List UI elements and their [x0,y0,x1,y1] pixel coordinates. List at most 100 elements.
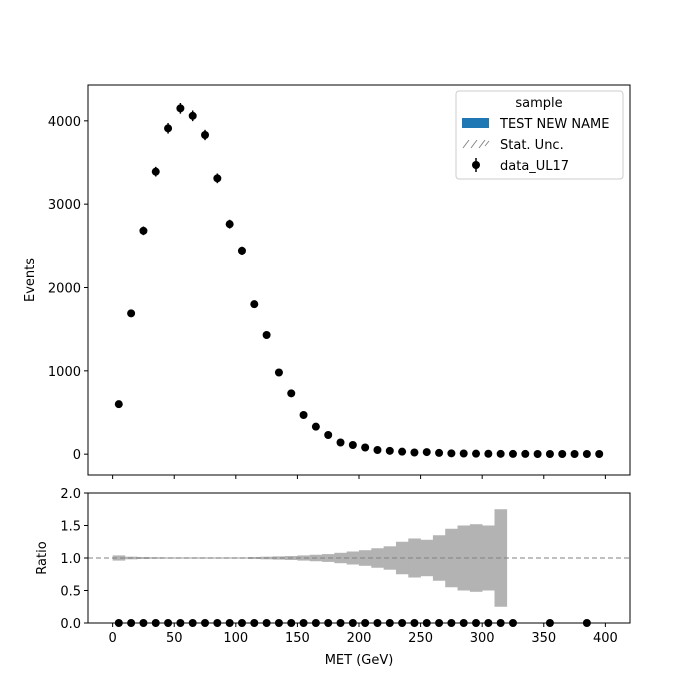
data-marker [570,450,579,458]
legend-label-stat-unc: Stat. Unc. [500,138,564,153]
data-marker [459,449,468,458]
y-tick-label: 1000 [48,365,81,380]
data-point [533,450,542,458]
data-marker [299,411,308,419]
main-y-axis-label: Events [23,258,38,302]
data-point [447,449,456,458]
data-marker [508,449,517,458]
main-panel: 0 1000 2000 3000 4000 Events [23,84,631,479]
x-tick-label: 350 [531,631,556,646]
data-point [139,226,148,236]
uncertainty-bin [223,557,237,559]
uncertainty-bin [137,557,150,559]
data-marker [262,331,271,339]
data-marker [336,438,345,447]
y-tick-label: 0.0 [60,617,81,632]
uncertainty-bin [457,525,471,591]
y-tick-label: 3000 [48,198,81,213]
data-marker [521,449,530,458]
data-point [398,447,407,456]
data-point [422,448,431,457]
data-marker [311,422,320,431]
data-marker [201,131,210,139]
legend-label-data-ul17: data_UL17 [500,159,569,174]
data-marker [582,450,591,458]
data-point [225,219,234,229]
data-point [558,450,567,458]
data-point [508,449,517,458]
data-marker [435,448,444,457]
data-point [582,450,591,458]
x-tick-label: 300 [470,631,495,646]
uncertainty-bin [432,535,446,581]
data-point [496,449,505,458]
y-tick-label: 4000 [48,115,81,130]
data-marker [447,449,456,458]
data-marker [324,431,333,439]
data-point [250,300,259,309]
y-tick-label: 0 [73,448,81,463]
main-x-ticks [112,475,606,479]
data-point [287,389,296,398]
data-marker [496,449,505,458]
data-point [213,173,222,184]
uncertainty-bin [408,538,421,578]
data-marker [595,450,604,458]
data-point [410,448,419,457]
data-point [299,411,308,419]
data-marker [250,300,259,309]
data-marker [348,441,357,449]
data-point [188,110,197,122]
data-point [361,443,370,452]
data-point [435,448,444,457]
ratio-x-ticks: 0 50 100 150 200 250 300 350 400 [108,623,618,646]
uncertainty-bin [198,557,212,559]
data-point [570,450,579,458]
legend-swatch-test-new-name [462,118,489,128]
data-point [373,446,382,454]
data-point [521,449,530,458]
legend-title: sample [515,96,562,111]
x-tick-label: 250 [408,631,433,646]
data-marker [164,124,173,133]
data-marker [398,447,407,456]
data-point [311,422,320,431]
main-y-ticks: 0 1000 2000 3000 4000 [48,115,88,463]
y-tick-label: 1.5 [60,520,81,535]
data-marker [533,450,542,458]
data-marker [151,167,160,176]
data-point [151,166,160,177]
uncertainty-bin [297,555,311,561]
data-marker [385,446,394,455]
legend-swatch-stat-unc [462,139,490,149]
data-point [545,450,554,458]
legend-swatch-data-ul17 [472,158,480,172]
x-tick-label: 100 [223,631,248,646]
data-point [484,449,493,458]
data-marker [237,246,246,255]
data-marker [139,226,148,235]
data-point [274,368,283,377]
uncertainty-bin [112,555,126,561]
data-point [385,446,394,455]
data-point [127,309,136,318]
data-marker [472,449,481,458]
data-marker [287,389,296,398]
main-data-marks [114,103,604,458]
uncertainty-bin [359,550,372,566]
data-marker [410,448,419,457]
data-marker [422,448,431,457]
data-marker [484,449,493,458]
data-marker [545,450,554,458]
data-point [114,400,123,409]
data-point [176,103,185,114]
data-marker [114,400,123,409]
x-tick-label: 400 [593,631,618,646]
data-point [459,449,468,458]
data-point [201,129,210,141]
ratio-panel: 0 50 100 150 200 250 300 350 400 0.0 0.5 1.0 1.5 2.0… [35,487,631,668]
data-marker [373,446,382,454]
ratio-y-ticks: 0.0 0.5 1.0 1.5 2.0 [60,487,88,632]
data-marker [274,368,283,377]
